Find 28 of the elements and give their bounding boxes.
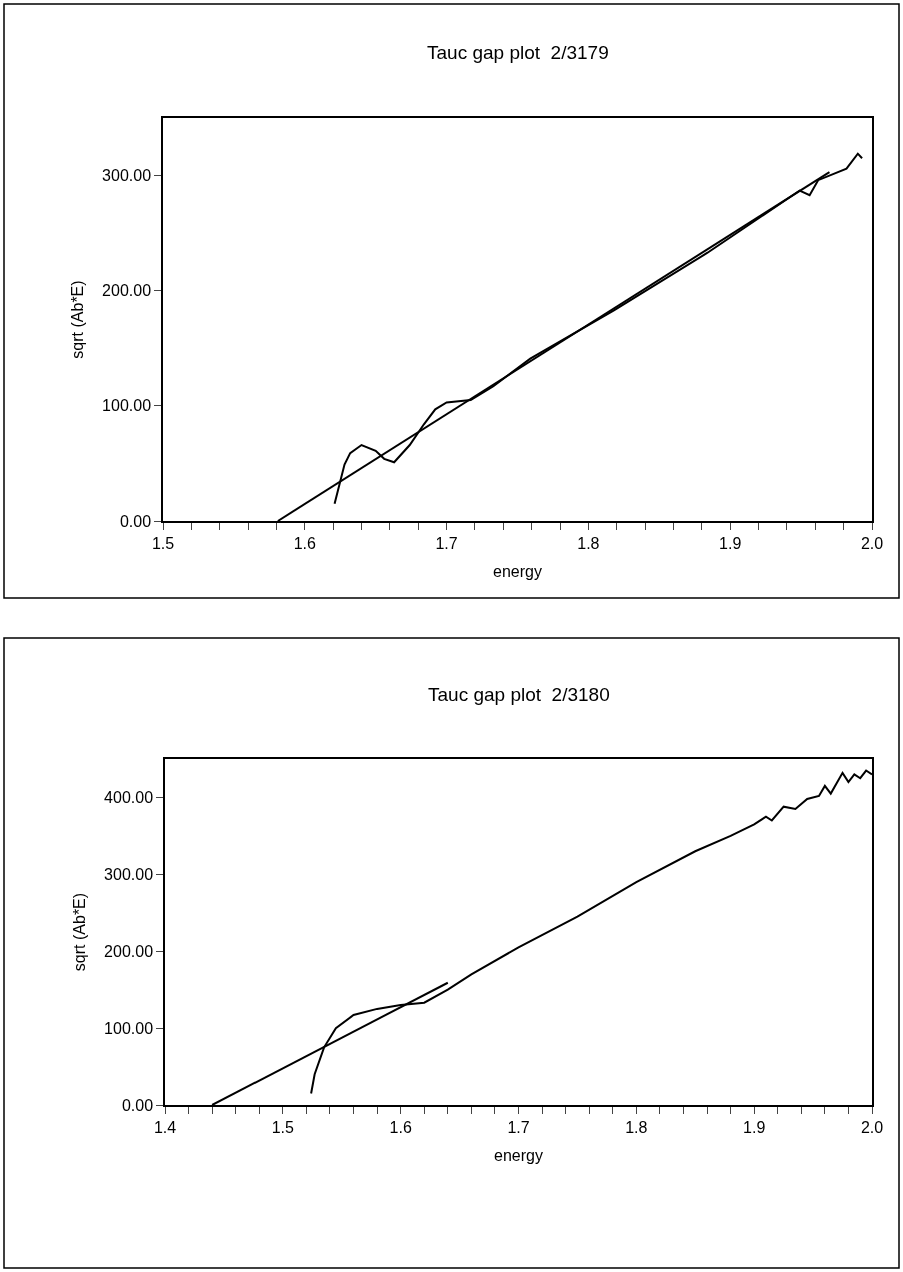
x-tick-label: 1.5 [271, 1118, 295, 1136]
y-tick-label: 200.00 [104, 942, 154, 960]
y-tick-label: 300.00 [102, 167, 152, 185]
x-tick-label: 1.7 [435, 534, 458, 552]
x-axis-title: energy [493, 563, 542, 581]
y-tick-label: 100.00 [104, 1019, 154, 1037]
x-tick-label: 1.5 [151, 534, 175, 552]
y-tick-label: 400.00 [104, 789, 154, 807]
y-tick-label: 200.00 [102, 282, 152, 300]
chart-title: Tauc gap plot 2/3180 [428, 684, 610, 705]
x-tick-label: 2.0 [860, 534, 884, 552]
y-tick-label: 300.00 [104, 865, 154, 883]
chart-title: Tauc gap plot 2/3179 [427, 42, 609, 63]
x-tick-label: 1.6 [389, 1118, 412, 1136]
x-tick-label: 1.4 [153, 1118, 177, 1136]
x-tick-label: 1.8 [577, 534, 600, 552]
y-axis-title: sqrt (Ab*E) [68, 280, 86, 359]
y-axis-title: sqrt (Ab*E) [70, 892, 88, 972]
x-axis-title: energy [494, 1147, 543, 1165]
x-tick-label: 1.6 [293, 534, 317, 552]
x-tick-label: 2.0 [860, 1118, 884, 1136]
y-tick-label: 0.00 [121, 1096, 154, 1114]
x-tick-label: 1.8 [625, 1118, 648, 1136]
y-tick-label: 100.00 [102, 397, 152, 415]
x-tick-label: 1.9 [719, 534, 742, 552]
y-tick-label: 0.00 [119, 512, 152, 530]
x-tick-label: 1.7 [507, 1118, 530, 1136]
x-tick-label: 1.9 [743, 1118, 766, 1136]
